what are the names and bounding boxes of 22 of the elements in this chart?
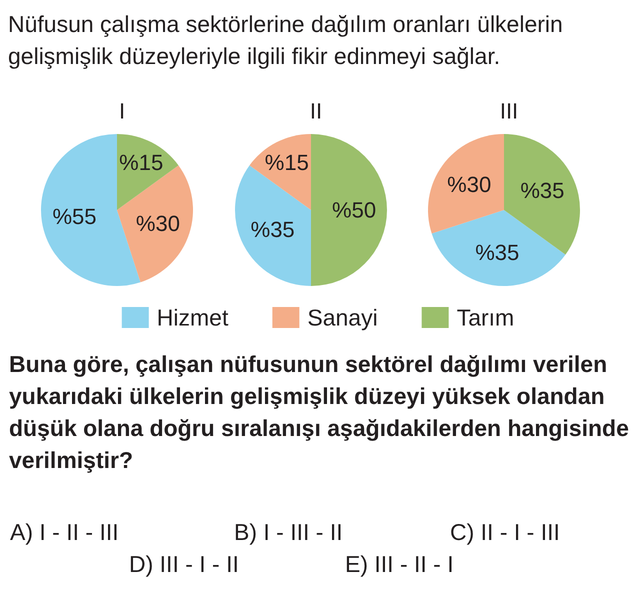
slice-label: III (500, 98, 518, 124)
data-label: %35 (475, 240, 520, 266)
data-label: %30 (136, 210, 180, 236)
data-label: %35 (520, 178, 564, 203)
chart-title: Nüfusun çalışma sektörlerine dağılım oranları ülkelerin gelişmişlik düzeyleriyle ilgili fikir edinmeyi sağlar. (8, 10, 564, 71)
legend-label: Tarım (456, 304, 514, 330)
slice-label: II (310, 98, 322, 124)
text: B) I - III - II (234, 518, 343, 547)
data-label: %15 (264, 150, 309, 176)
text: E) III - II - I (345, 550, 454, 579)
data-label: %50 (332, 198, 376, 222)
data-label: %55 (52, 204, 97, 230)
text: D) III - I - II (129, 550, 239, 579)
data-label: %35 (250, 217, 295, 242)
text: C) II - I - III (450, 518, 560, 547)
data-label: %30 (447, 172, 492, 198)
legend-label: Sanayi (307, 304, 378, 330)
text: A) I - II - III (10, 518, 119, 547)
legend-label: Hizmet (156, 304, 229, 330)
text: Buna göre, çalışan nüfusunun sektörel dağılımı verilen yukarıdaki ülkelerin gelişmişlik düzeyi yüksek olandan düşük olana doğru sıralanışı aşağıdakilerden hangisinde verilmiştir? (9, 350, 630, 475)
slice-label: I (118, 98, 126, 124)
data-label: %15 (119, 150, 164, 176)
